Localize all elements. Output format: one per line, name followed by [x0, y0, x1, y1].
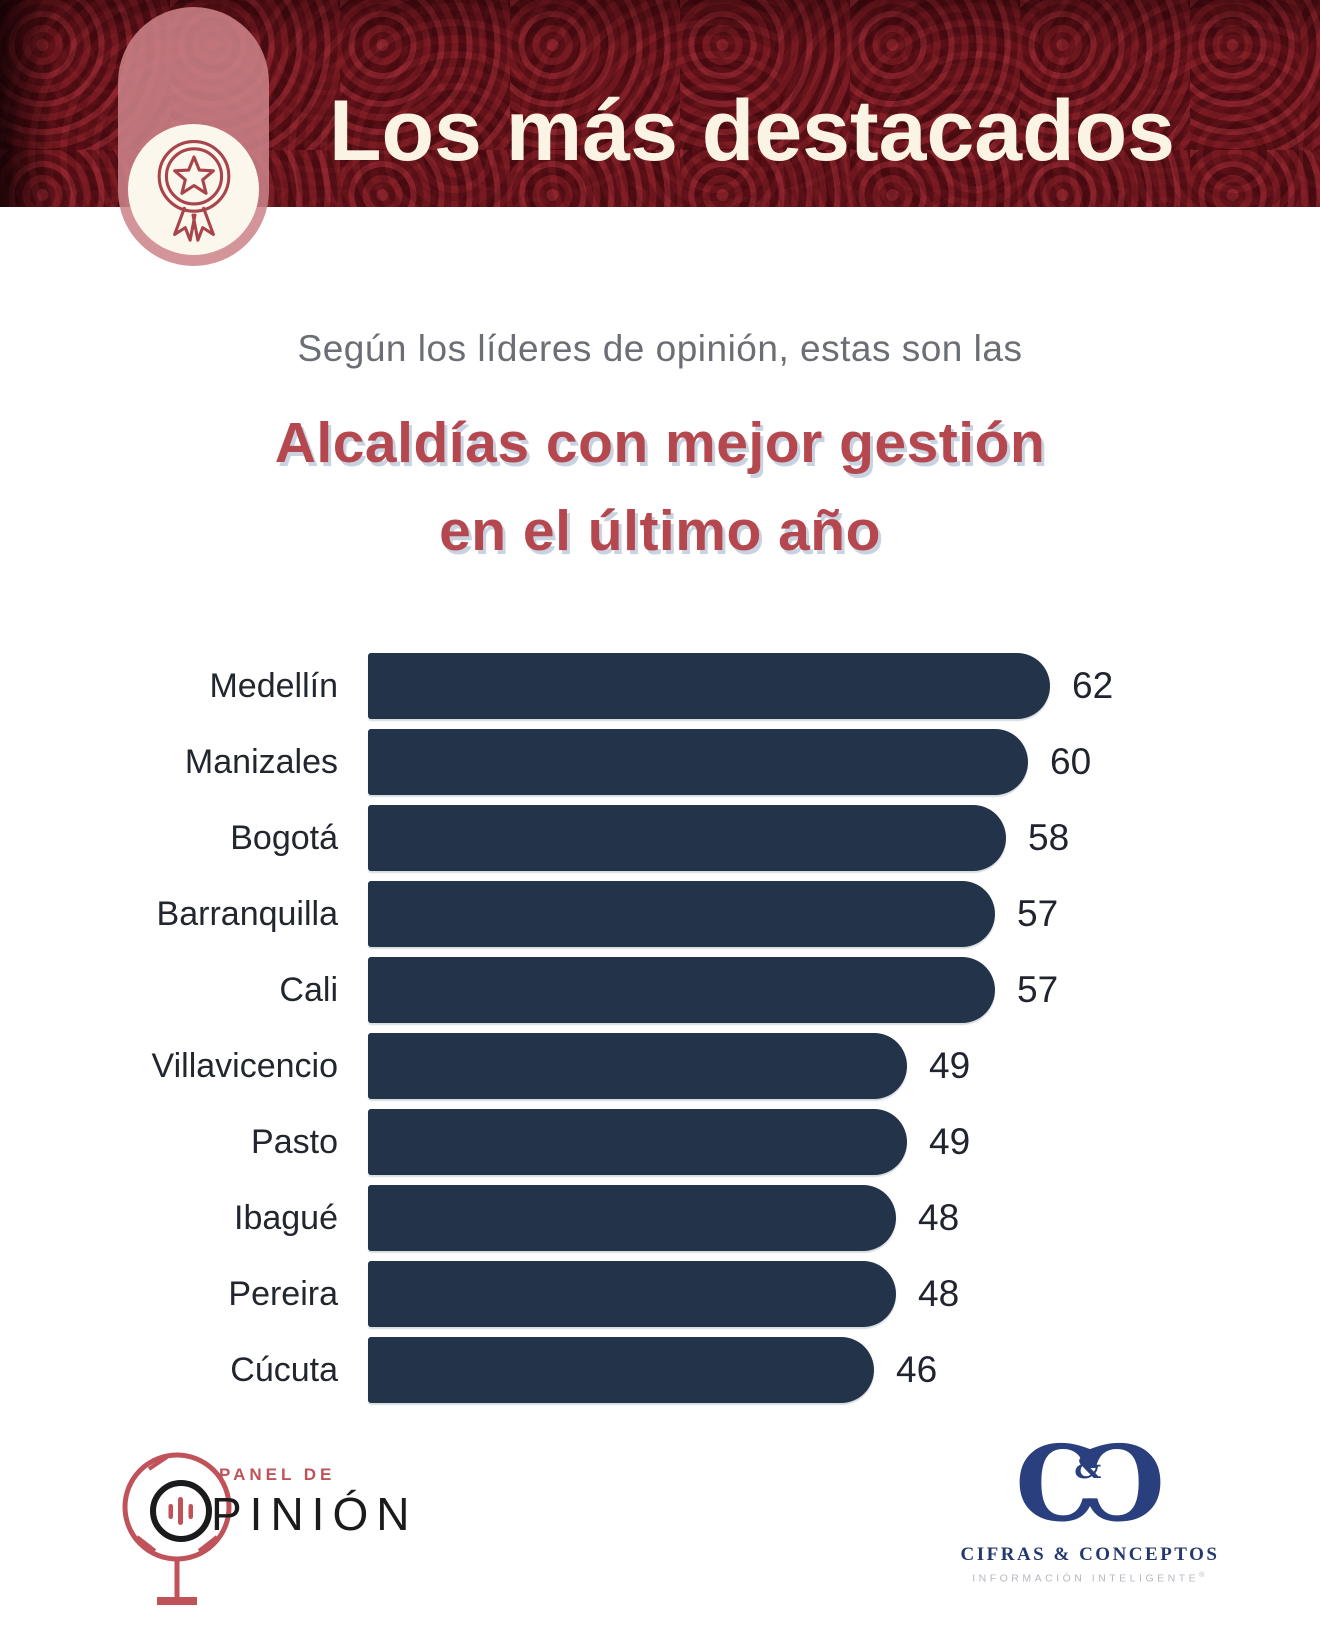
- bar-row: Cúcuta 46: [0, 1332, 1320, 1408]
- bar-row: Pereira 48: [0, 1256, 1320, 1332]
- bar-value: 60: [1050, 741, 1092, 782]
- page-title: Los más destacados: [328, 83, 1176, 179]
- bar-zone: 46: [368, 1332, 1320, 1408]
- bar: [368, 1033, 907, 1099]
- bar: [368, 1261, 896, 1327]
- bar-zone: 58: [368, 800, 1320, 876]
- bar-label: Bogotá: [230, 818, 338, 857]
- bar-row: Medellín 62: [0, 648, 1320, 724]
- bar-value: 49: [929, 1121, 971, 1162]
- bar-label: Barranquilla: [156, 894, 338, 933]
- bar: [368, 729, 1028, 795]
- bar-label: Manizales: [184, 742, 338, 781]
- panel-de-opinion-logo: PANEL DE PINIÓN: [115, 1425, 495, 1635]
- bar-label: Ibagué: [234, 1198, 338, 1237]
- bar: [368, 1337, 874, 1403]
- bar-value: 46: [896, 1349, 938, 1390]
- bar-label: Villavicencio: [151, 1046, 338, 1085]
- badge-pill: [118, 7, 269, 266]
- bar-zone: 48: [368, 1256, 1320, 1332]
- bar-value: 57: [1017, 969, 1059, 1010]
- cifras-conceptos-tagline: INFORMACIÓN INTELIGENTE®: [972, 1572, 1208, 1585]
- microphone-icon: [122, 1452, 232, 1605]
- bar-value: 49: [929, 1045, 971, 1086]
- chart-heading: Alcaldías con mejor gestión en el último…: [0, 399, 1320, 575]
- award-medal-icon: [145, 128, 243, 251]
- bar: [368, 1185, 896, 1251]
- monogram-c-left: C: [1015, 1422, 1098, 1545]
- badge-circle: [128, 124, 259, 255]
- bar-value: 58: [1028, 817, 1070, 858]
- registered-mark: ®: [1199, 1572, 1208, 1579]
- bar-row: Bogotá 58: [0, 800, 1320, 876]
- bar: [368, 957, 995, 1023]
- bar-value: 62: [1072, 665, 1114, 706]
- bar-zone: 60: [368, 724, 1320, 800]
- bar-label: Cúcuta: [230, 1350, 338, 1389]
- opinion-wordmark: PINIÓN: [211, 1488, 418, 1540]
- bar: [368, 881, 995, 947]
- bar: [368, 1109, 907, 1175]
- bar-row: Manizales 60: [0, 724, 1320, 800]
- bar-zone: 49: [368, 1028, 1320, 1104]
- bar-row: Barranquilla 57: [0, 876, 1320, 952]
- bar-label: Pasto: [251, 1122, 338, 1161]
- bar-row: Cali 57: [0, 952, 1320, 1028]
- chart-heading-line1: Alcaldías con mejor gestión: [274, 411, 1046, 475]
- bar-row: Pasto 49: [0, 1104, 1320, 1180]
- chart-heading-line2: en el último año: [439, 499, 881, 563]
- panel-de-text: PANEL DE: [219, 1465, 336, 1484]
- bar-row: Ibagué 48: [0, 1180, 1320, 1256]
- kicker-text: Según los líderes de opinión, estas son …: [297, 328, 1023, 369]
- bar-zone: 49: [368, 1104, 1320, 1180]
- bar-label: Cali: [279, 970, 338, 1009]
- bar-zone: 57: [368, 876, 1320, 952]
- bar: [368, 805, 1006, 871]
- bar-value: 57: [1017, 893, 1059, 934]
- bar-zone: 62: [368, 648, 1320, 724]
- bar-label: Medellín: [209, 666, 338, 705]
- bar-zone: 48: [368, 1180, 1320, 1256]
- bar-value: 48: [918, 1197, 960, 1238]
- bar-value: 48: [918, 1273, 960, 1314]
- cifras-conceptos-monogram: CC &: [1015, 1422, 1165, 1545]
- cifras-conceptos-name: CIFRAS & CONCEPTOS: [960, 1544, 1220, 1565]
- bar-zone: 57: [368, 952, 1320, 1028]
- bar-chart: Medellín 62 Manizales 60 Bogotá 58 Barra…: [0, 648, 1320, 1408]
- bar-label: Pereira: [228, 1274, 338, 1313]
- bar-row: Villavicencio 49: [0, 1028, 1320, 1104]
- bar: [368, 653, 1050, 719]
- monogram-ampersand: &: [1074, 1451, 1102, 1486]
- cifras-conceptos-logo: CC & CIFRAS & CONCEPTOS INFORMACIÓN INTE…: [930, 1422, 1250, 1585]
